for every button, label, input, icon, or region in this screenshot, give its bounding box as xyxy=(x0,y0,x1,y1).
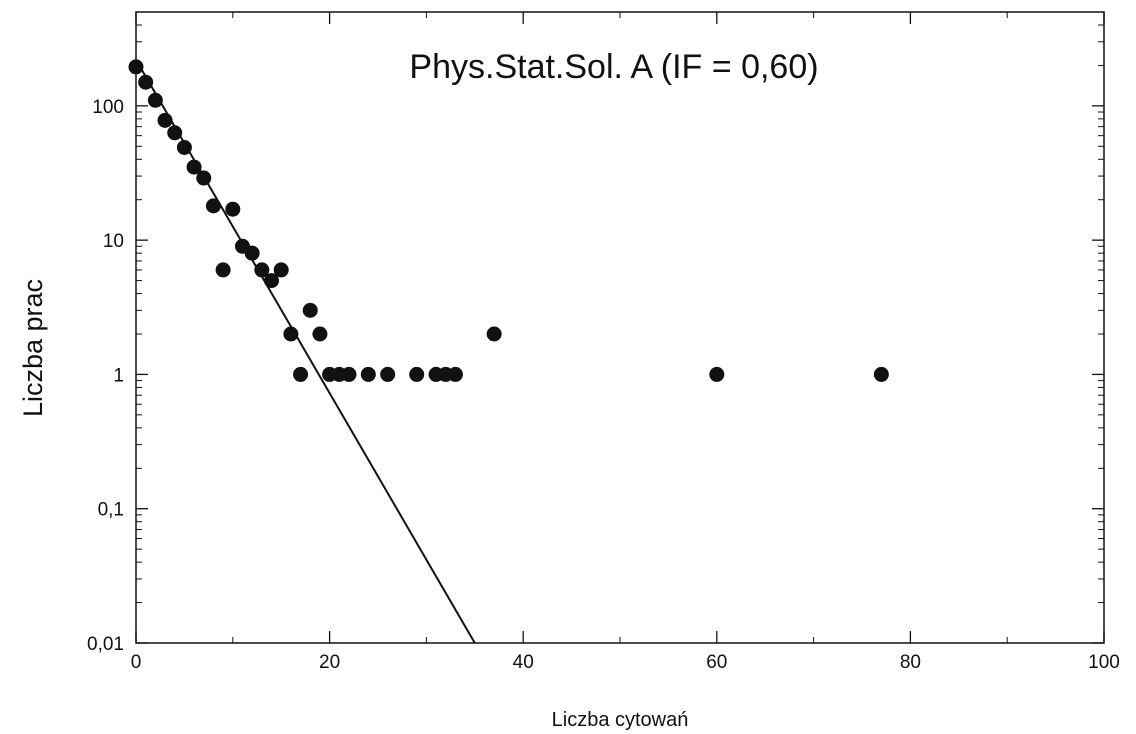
data-point xyxy=(873,366,889,382)
data-point xyxy=(409,366,425,382)
chart-title: Phys.Stat.Sol. A (IF = 0,60) xyxy=(409,48,818,86)
data-point xyxy=(215,262,231,278)
data-point xyxy=(360,366,376,382)
data-point xyxy=(312,326,328,342)
x-tick-label: 80 xyxy=(900,652,921,673)
y-tick-label: 10 xyxy=(103,231,124,252)
y-tick-label: 1 xyxy=(113,365,124,386)
fit-line xyxy=(135,59,476,644)
data-point xyxy=(254,262,270,278)
data-point xyxy=(225,201,241,217)
data-point xyxy=(264,273,280,289)
y-tick-label: 100 xyxy=(92,97,124,118)
data-point xyxy=(157,112,173,128)
data-point xyxy=(138,74,154,90)
y-tick-label: 0,1 xyxy=(98,500,124,521)
data-point xyxy=(293,366,309,382)
data-point xyxy=(283,326,299,342)
y-axis-title: Liczba prac xyxy=(18,279,48,417)
x-tick-label: 40 xyxy=(513,652,534,673)
data-point xyxy=(205,198,221,214)
x-axis-title: Liczba cytowań xyxy=(552,709,689,731)
data-points xyxy=(128,59,889,382)
tick-labels: 0 20 40 60 80 100 0,01 0,1 1 10 100 xyxy=(87,97,1120,673)
x-tick-label: 0 xyxy=(131,652,142,673)
data-point xyxy=(341,366,357,382)
x-tick-label: 20 xyxy=(319,652,340,673)
data-point xyxy=(380,366,396,382)
plot-frame xyxy=(135,11,1105,644)
data-point xyxy=(447,366,463,382)
data-point xyxy=(244,245,260,261)
data-point xyxy=(147,92,163,108)
data-point xyxy=(128,59,144,75)
data-point xyxy=(273,262,289,278)
data-point xyxy=(176,139,192,155)
data-point xyxy=(186,159,202,175)
data-point xyxy=(167,125,183,141)
data-point xyxy=(302,302,318,318)
fit-line-group xyxy=(135,59,476,644)
x-tick-label: 60 xyxy=(706,652,727,673)
data-point xyxy=(196,170,212,186)
x-tick-label: 100 xyxy=(1088,652,1120,673)
data-point xyxy=(709,366,725,382)
y-tick-label: 0,01 xyxy=(87,634,124,655)
axis-ticks xyxy=(135,12,1105,644)
data-point xyxy=(486,326,502,342)
